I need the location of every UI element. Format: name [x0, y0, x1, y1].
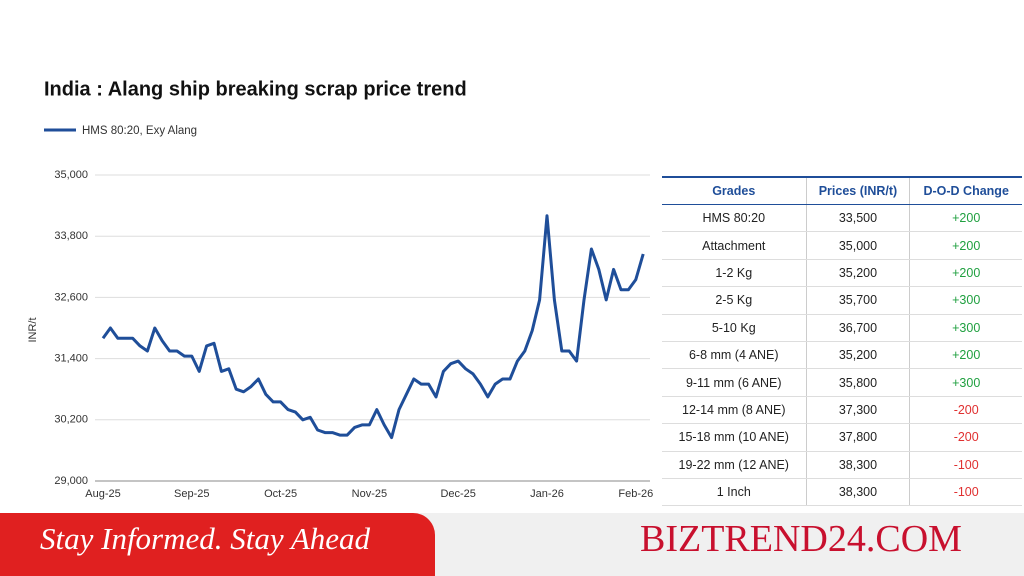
table-row: 2-5 Kg 35,700 +300: [662, 286, 1022, 315]
table-cell: 5-10 Kg: [662, 314, 807, 342]
table-row: 19-22 mm (12 ANE) 38,300 -100: [662, 451, 1022, 479]
table-cell: 9-11 mm (6 ANE): [662, 368, 807, 397]
table-cell: 1 Inch: [662, 478, 807, 507]
table-cell: 35,200: [805, 341, 910, 370]
y-tick-label: 32,600: [54, 291, 88, 303]
table-cell: 12-14 mm (8 ANE): [662, 396, 807, 425]
y-tick-label: 29,000: [54, 475, 88, 487]
y-axis-label: INR/t: [27, 317, 39, 342]
change-cell: +300: [909, 286, 1022, 315]
change-cell: -200: [909, 423, 1022, 452]
x-tick-label: Feb-26: [618, 488, 653, 500]
chart-title: India : Alang ship breaking scrap price …: [44, 78, 467, 100]
column-header: Prices (INR/t): [805, 176, 910, 205]
table-cell: 35,700: [805, 286, 910, 315]
table-cell: 37,800: [805, 423, 910, 452]
price-line: [101, 214, 645, 440]
table-cell: 2-5 Kg: [662, 286, 807, 315]
x-tick-label: Dec-25: [440, 488, 475, 500]
table-row: 6-8 mm (4 ANE) 35,200 +200: [662, 341, 1022, 370]
change-cell: -100: [909, 478, 1022, 507]
column-header: Grades: [662, 176, 807, 205]
x-tick-label: Aug-25: [85, 488, 120, 500]
brand: BIZTREND24.COM: [640, 518, 962, 560]
y-tick-label: 31,400: [54, 353, 88, 365]
table-cell: HMS 80:20: [662, 204, 807, 233]
table-row: 5-10 Kg 36,700 +300: [662, 314, 1022, 342]
table-cell: 33,500: [805, 204, 910, 233]
x-tick-label: Sep-25: [174, 488, 209, 500]
table-row: 12-14 mm (8 ANE) 37,300 -200: [662, 396, 1022, 425]
table-cell: 35,800: [805, 368, 910, 397]
change-cell: +200: [909, 259, 1022, 288]
change-cell: +200: [909, 204, 1022, 233]
change-cell: +200: [909, 231, 1022, 260]
y-tick-label: 30,200: [54, 414, 88, 426]
change-cell: -200: [909, 396, 1022, 425]
table-cell: 19-22 mm (12 ANE): [662, 451, 807, 479]
table-cell: Attachment: [662, 231, 807, 260]
table-cell: 35,000: [805, 231, 910, 260]
chart: India : Alang ship breaking scrap price …: [27, 78, 653, 500]
table-row: HMS 80:20 33,500 +200: [662, 204, 1022, 233]
change-cell: +200: [909, 341, 1022, 370]
table-row: Attachment 35,000 +200: [662, 231, 1022, 260]
y-tick-label: 33,800: [54, 230, 88, 242]
table-cell: 38,300: [805, 451, 910, 479]
price-table: Grades Prices (INR/t) D-O-D Change HMS 80:2…: [662, 176, 1022, 507]
table-header: Grades Prices (INR/t) D-O-D Change: [662, 176, 1022, 205]
change-cell: +300: [909, 368, 1022, 397]
table-row: 9-11 mm (6 ANE) 35,800 +300: [662, 368, 1022, 397]
change-cell: -100: [909, 451, 1022, 479]
change-cell: +300: [909, 314, 1022, 342]
tagline: Stay Informed. Stay Ahead: [0, 513, 435, 576]
column-header: D-O-D Change: [909, 176, 1022, 205]
x-tick-label: Nov-25: [352, 488, 387, 500]
table-row: 1 Inch 38,300 -100: [662, 478, 1022, 507]
table-cell: 1-2 Kg: [662, 259, 807, 288]
x-tick-label: Jan-26: [530, 488, 564, 500]
y-tick-label: 35,000: [54, 169, 88, 181]
table-cell: 38,300: [805, 478, 910, 507]
table-row: 1-2 Kg 35,200 +200: [662, 259, 1022, 288]
x-tick-label: Oct-25: [264, 488, 297, 500]
table-row: 15-18 mm (10 ANE) 37,800 -200: [662, 423, 1022, 452]
table-cell: 15-18 mm (10 ANE): [662, 423, 807, 452]
table-cell: 35,200: [805, 259, 910, 288]
table-cell: 6-8 mm (4 ANE): [662, 341, 807, 370]
table-cell: 37,300: [805, 396, 910, 425]
legend-label: HMS 80:20, Exy Alang: [82, 125, 197, 137]
table-cell: 36,700: [805, 314, 910, 342]
